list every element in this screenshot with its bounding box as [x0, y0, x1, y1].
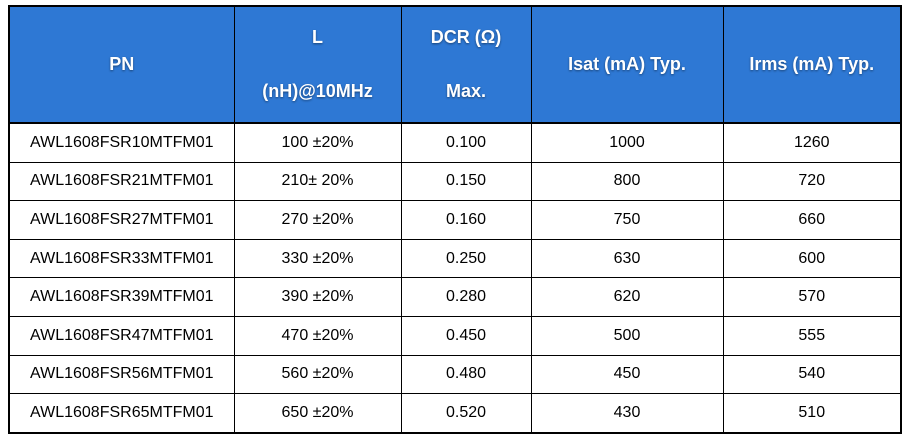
- cell-inductance: 390 ±20%: [233, 277, 402, 317]
- table-row: AWL1608FSR27MTFM01 270 ±20% 0.160 750 66…: [8, 200, 902, 240]
- column-header-isat-label: Isat (mA) Typ.: [568, 54, 686, 74]
- column-header-inductance: L (nH)@10MHz: [233, 5, 402, 124]
- cell-irms: 600: [722, 238, 902, 279]
- cell-dcr: 0.520: [400, 393, 532, 434]
- table-row: AWL1608FSR56MTFM01 560 ±20% 0.480 450 54…: [8, 354, 902, 395]
- cell-irms: 1260: [722, 122, 902, 163]
- cell-irms: 720: [722, 161, 902, 202]
- cell-inductance: 100 ±20%: [233, 122, 402, 163]
- cell-irms: 540: [722, 354, 902, 395]
- cell-pn: AWL1608FSR21MTFM01: [8, 161, 235, 202]
- column-header-dcr-line1: DCR (Ω): [430, 27, 502, 47]
- column-header-isat: Isat (mA) Typ.: [530, 5, 724, 124]
- table-body: AWL1608FSR10MTFM01 100 ±20% 0.100 1000 1…: [8, 122, 902, 434]
- cell-dcr: 0.280: [400, 277, 532, 317]
- column-header-inductance-line2: (nH)@10MHz: [262, 81, 373, 101]
- cell-irms: 555: [722, 315, 902, 356]
- cell-isat: 1000: [530, 122, 724, 163]
- cell-dcr: 0.160: [400, 200, 532, 240]
- cell-dcr: 0.100: [400, 122, 532, 163]
- cell-isat: 750: [530, 200, 724, 240]
- cell-dcr: 0.250: [400, 238, 532, 279]
- cell-dcr: 0.450: [400, 315, 532, 356]
- cell-isat: 500: [530, 315, 724, 356]
- column-header-inductance-line1: L: [312, 27, 323, 47]
- column-header-irms-label: Irms (mA) Typ.: [749, 54, 875, 74]
- column-header-irms: Irms (mA) Typ.: [722, 5, 902, 124]
- column-header-dcr-line2: Max.: [445, 81, 487, 101]
- cell-pn: AWL1608FSR47MTFM01: [8, 315, 235, 356]
- cell-inductance: 270 ±20%: [233, 200, 402, 240]
- cell-pn: AWL1608FSR39MTFM01: [8, 277, 235, 317]
- cell-inductance: 330 ±20%: [233, 238, 402, 279]
- cell-irms: 660: [722, 200, 902, 240]
- cell-isat: 630: [530, 238, 724, 279]
- cell-irms: 510: [722, 393, 902, 434]
- cell-isat: 620: [530, 277, 724, 317]
- table-header: PN L (nH)@10MHz DCR (Ω) Max. Isat (mA) T…: [8, 5, 902, 124]
- cell-inductance: 650 ±20%: [233, 393, 402, 434]
- inductor-spec-table: PN L (nH)@10MHz DCR (Ω) Max. Isat (mA) T…: [8, 5, 902, 434]
- cell-dcr: 0.150: [400, 161, 532, 202]
- table-row: AWL1608FSR21MTFM01 210± 20% 0.150 800 72…: [8, 161, 902, 202]
- cell-dcr: 0.480: [400, 354, 532, 395]
- cell-pn: AWL1608FSR65MTFM01: [8, 393, 235, 434]
- cell-pn: AWL1608FSR56MTFM01: [8, 354, 235, 395]
- header-row: PN L (nH)@10MHz DCR (Ω) Max. Isat (mA) T…: [8, 5, 902, 124]
- cell-pn: AWL1608FSR33MTFM01: [8, 238, 235, 279]
- cell-irms: 570: [722, 277, 902, 317]
- column-header-pn-label: PN: [109, 54, 135, 74]
- table-row: AWL1608FSR33MTFM01 330 ±20% 0.250 630 60…: [8, 238, 902, 279]
- table-row: AWL1608FSR10MTFM01 100 ±20% 0.100 1000 1…: [8, 122, 902, 163]
- table-row: AWL1608FSR47MTFM01 470 ±20% 0.450 500 55…: [8, 315, 902, 356]
- cell-inductance: 560 ±20%: [233, 354, 402, 395]
- table-row: AWL1608FSR65MTFM01 650 ±20% 0.520 430 51…: [8, 393, 902, 434]
- cell-isat: 800: [530, 161, 724, 202]
- cell-pn: AWL1608FSR10MTFM01: [8, 122, 235, 163]
- cell-isat: 450: [530, 354, 724, 395]
- column-header-dcr: DCR (Ω) Max.: [400, 5, 532, 124]
- cell-inductance: 210± 20%: [233, 161, 402, 202]
- column-header-dcr-stack: DCR (Ω) Max.: [402, 27, 531, 102]
- column-header-inductance-stack: L (nH)@10MHz: [235, 27, 401, 102]
- cell-inductance: 470 ±20%: [233, 315, 402, 356]
- column-header-pn: PN: [8, 5, 235, 124]
- cell-isat: 430: [530, 393, 724, 434]
- cell-pn: AWL1608FSR27MTFM01: [8, 200, 235, 240]
- table-row: AWL1608FSR39MTFM01 390 ±20% 0.280 620 57…: [8, 277, 902, 317]
